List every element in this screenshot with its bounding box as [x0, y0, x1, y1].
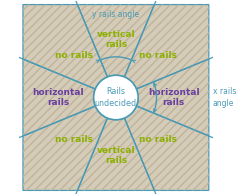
Text: no rails: no rails: [139, 135, 177, 144]
Text: Rails
undecided: Rails undecided: [95, 87, 137, 108]
Text: x rails
angle: x rails angle: [213, 87, 236, 108]
Polygon shape: [77, 118, 154, 191]
Polygon shape: [77, 4, 154, 77]
Polygon shape: [124, 4, 209, 89]
Text: no rails: no rails: [139, 51, 177, 60]
Polygon shape: [23, 106, 107, 191]
Text: vertical
rails: vertical rails: [97, 30, 135, 49]
Polygon shape: [124, 106, 209, 191]
Text: horizontal
rails: horizontal rails: [32, 88, 84, 107]
Polygon shape: [23, 4, 107, 89]
Text: horizontal
rails: horizontal rails: [148, 88, 200, 107]
Polygon shape: [23, 59, 95, 136]
Text: no rails: no rails: [55, 51, 93, 60]
Text: y rails angle: y rails angle: [92, 10, 139, 19]
Text: vertical
rails: vertical rails: [97, 146, 135, 165]
Polygon shape: [136, 59, 209, 136]
Circle shape: [94, 75, 138, 120]
Text: no rails: no rails: [55, 135, 93, 144]
